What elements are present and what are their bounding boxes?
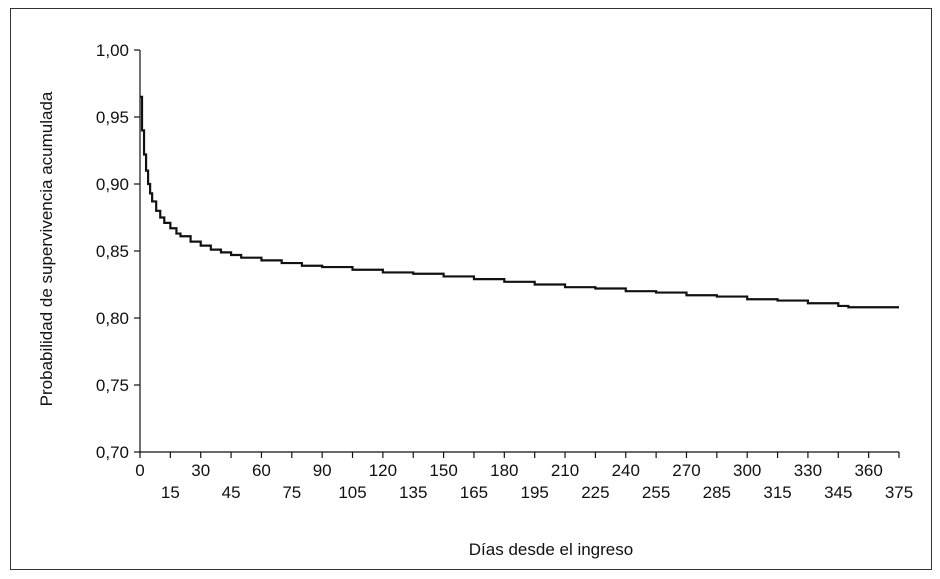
y-tick-label: 0,75 [96,376,129,395]
y-axis-label: Probabilidad de supervivencia acumulada [37,91,56,406]
x-tick-label: 195 [520,483,548,502]
x-tick-label: 330 [794,461,822,480]
x-tick-label: 210 [551,461,579,480]
y-tick-label: 1,00 [96,41,129,60]
x-tick-label: 135 [399,483,427,502]
x-tick-label: 165 [460,483,488,502]
x-tick-label: 120 [369,461,397,480]
x-tick-label: 75 [282,483,301,502]
series-layer [140,95,899,309]
x-tick-label: 255 [642,483,670,502]
x-tick-label: 300 [733,461,761,480]
x-tick-label: 60 [252,461,271,480]
x-tick-label: 285 [703,483,731,502]
x-tick-label: 0 [135,461,144,480]
x-tick-label: 345 [824,483,852,502]
x-tick-label: 150 [429,461,457,480]
x-tick-label: 45 [222,483,241,502]
x-tick-label: 225 [581,483,609,502]
axes [134,49,900,458]
x-tick-label: 270 [672,461,700,480]
y-tick-label: 0,90 [96,175,129,194]
tick-labels: 0,70 0,75 0,80 0,85 0,90 0,95 1,00 0 15 30 45 60 75 9… [96,41,913,502]
x-tick-label: 180 [490,461,518,480]
x-axis-label: Días desde el ingreso [469,540,633,559]
survival-curve [140,95,899,309]
x-tick-label: 360 [854,461,882,480]
x-tick-label: 30 [191,461,210,480]
y-tick-label: 0,80 [96,309,129,328]
x-tick-label: 105 [338,483,366,502]
y-tick-label: 0,85 [96,242,129,261]
y-tick-label: 0,95 [96,108,129,127]
y-tick-label: 0,70 [96,443,129,462]
chart-frame [10,8,932,570]
x-tick-label: 315 [763,483,791,502]
x-tick-label: 15 [161,483,180,502]
x-tick-label: 90 [313,461,332,480]
x-tick-label: 375 [885,483,913,502]
x-tick-label: 240 [612,461,640,480]
